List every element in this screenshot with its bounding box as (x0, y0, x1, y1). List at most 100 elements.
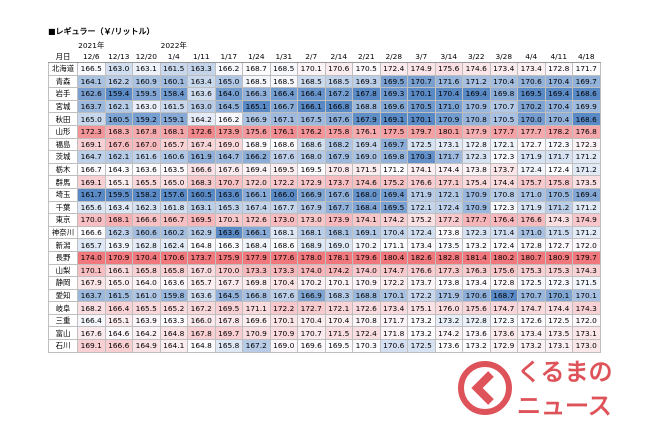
price-cell: 169.8 (379, 150, 408, 164)
price-cell: 169.1 (77, 339, 106, 353)
price-cell: 159.4 (104, 87, 133, 101)
price-cell: 170.8 (462, 112, 491, 126)
date-header: 1/31 (270, 51, 298, 63)
price-cell: 172.0 (572, 238, 601, 252)
price-cell: 171.9 (517, 150, 546, 164)
price-cell: 170.6 (517, 74, 546, 89)
price-cell: 176.6 (517, 213, 546, 227)
price-cell: 167.8 (132, 124, 161, 139)
date-header: 3/22 (462, 51, 490, 63)
price-cell: 161.8 (159, 200, 188, 215)
date-header: 1/17 (215, 51, 243, 63)
price-cell: 174.1 (352, 213, 381, 227)
price-cell: 170.1 (572, 288, 601, 303)
price-cell: 177.5 (379, 124, 408, 139)
price-cell: 166.3 (242, 87, 271, 101)
price-cell: 163.0 (132, 99, 161, 114)
price-cell: 168.1 (269, 225, 298, 240)
price-cell: 171.4 (489, 225, 518, 240)
price-cell: 164.3 (104, 162, 133, 177)
prefecture: 新潟 (48, 238, 78, 252)
price-cell: 169.1 (77, 137, 106, 152)
price-cell: 172.4 (379, 62, 408, 76)
price-cell: 172.4 (517, 162, 546, 177)
prefecture: 愛知 (48, 288, 78, 303)
price-cell: 166.4 (104, 301, 133, 315)
price-cell: 169.6 (297, 339, 326, 353)
year-label (545, 40, 573, 51)
price-cell: 177.7 (462, 213, 491, 227)
price-cell: 175.6 (242, 124, 271, 139)
price-cell: 178.0 (297, 250, 326, 265)
price-cell: 174.3 (544, 213, 573, 227)
price-cell: 176.8 (572, 124, 601, 139)
price-cell: 176.1 (352, 124, 381, 139)
prefecture: 神奈川 (48, 225, 78, 240)
price-cell: 166.1 (297, 99, 326, 114)
date-header: 12/13 (105, 51, 133, 63)
price-cell: 175.2 (379, 175, 408, 189)
price-cell: 169.1 (352, 225, 381, 240)
price-cell: 171.7 (434, 150, 463, 164)
price-cell: 161.5 (159, 62, 188, 76)
price-cell: 165.7 (77, 238, 106, 252)
price-cell: 180.9 (544, 250, 573, 265)
price-cell: 178.1 (324, 250, 353, 265)
price-table: 2021年 2022年 月日 12/6 12/13 12/20 1/4 1/11 1/17 1/2… (48, 40, 601, 353)
price-cell: 169.4 (352, 137, 381, 152)
price-cell: 170.5 (489, 112, 518, 126)
price-cell: 169.0 (352, 150, 381, 164)
price-cell: 168.6 (572, 112, 601, 126)
year-label (380, 40, 408, 51)
price-cell: 169.4 (544, 87, 573, 101)
price-cell: 163.6 (132, 162, 161, 177)
price-cell: 170.0 (77, 213, 106, 227)
price-cell: 172.8 (517, 238, 546, 252)
price-cell: 165.5 (132, 301, 161, 315)
price-cell: 168.5 (297, 74, 326, 89)
price-cell: 172.4 (489, 238, 518, 252)
price-cell: 172.4 (352, 326, 381, 341)
price-cell: 170.9 (462, 200, 491, 215)
price-cell: 171.0 (434, 99, 463, 114)
price-cell: 176.4 (489, 213, 518, 227)
price-cell: 167.2 (324, 87, 353, 101)
price-cell: 165.2 (159, 301, 188, 315)
price-cell: 168.6 (269, 137, 298, 152)
price-cell: 165.1 (104, 175, 133, 189)
price-cell: 175.8 (324, 124, 353, 139)
price-cell: 174.6 (352, 175, 381, 189)
logo-arrow (471, 371, 494, 405)
price-cell: 170.6 (462, 288, 491, 303)
price-cell: 164.2 (187, 112, 216, 126)
price-cell: 160.5 (187, 187, 216, 202)
price-cell: 166.1 (104, 263, 133, 278)
price-cell: 173.8 (434, 225, 463, 240)
price-cell: 159.5 (132, 87, 161, 101)
price-cell: 163.7 (77, 99, 106, 114)
price-cell: 172.6 (187, 124, 216, 139)
price-cell: 174.7 (489, 301, 518, 315)
price-cell: 162.3 (104, 225, 133, 240)
price-cell: 175.8 (544, 175, 573, 189)
price-cell: 170.4 (544, 99, 573, 114)
price-cell: 173.0 (297, 213, 326, 227)
price-cell: 167.6 (324, 187, 353, 202)
price-cell: 173.4 (517, 326, 546, 341)
price-cell: 173.1 (434, 137, 463, 152)
price-cell: 164.8 (187, 238, 216, 252)
price-cell: 170.1 (297, 62, 326, 76)
price-cell: 172.6 (352, 301, 381, 315)
price-cell: 167.5 (297, 112, 326, 126)
price-cell: 172.9 (489, 339, 518, 353)
price-cell: 166.7 (159, 213, 188, 227)
price-cell: 172.6 (242, 213, 271, 227)
price-cell: 174.1 (407, 162, 436, 177)
price-cell: 163.1 (187, 200, 216, 215)
price-cell: 171.2 (544, 200, 573, 215)
price-cell: 167.6 (324, 112, 353, 126)
price-cell: 165.8 (214, 339, 243, 353)
price-cell: 169.6 (242, 313, 271, 328)
price-cell: 169.4 (379, 187, 408, 202)
prefecture: 群馬 (48, 175, 78, 189)
